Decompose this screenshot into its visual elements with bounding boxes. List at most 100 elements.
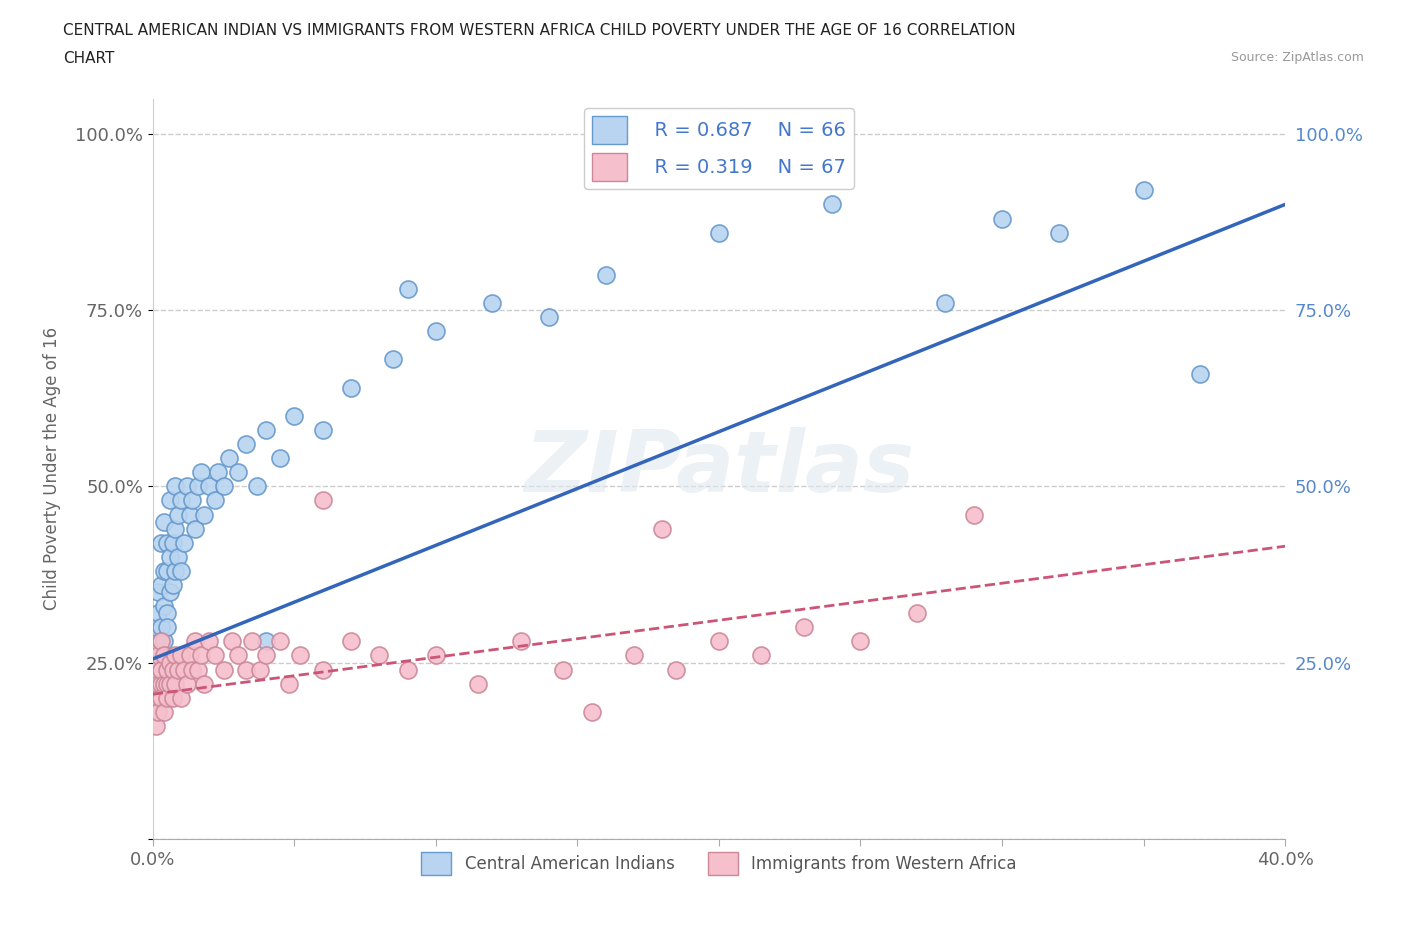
Point (538, 310, 561, 325)
Point (170, 648, 193, 663)
Point (509, 634, 531, 649)
Point (153, 704, 176, 719)
Point (246, 479, 269, 494)
Point (156, 662, 179, 677)
Point (165, 479, 187, 494)
Point (150, 634, 173, 649)
Point (368, 648, 391, 663)
Point (269, 451, 291, 466)
Point (179, 507, 201, 522)
Point (1132, 183, 1154, 198)
Point (159, 655, 181, 670)
Point (905, 605, 928, 620)
Point (156, 536, 179, 551)
Point (254, 634, 277, 649)
Point (849, 634, 872, 649)
Point (218, 451, 240, 466)
Point (153, 564, 176, 578)
Point (340, 634, 363, 649)
Point (204, 493, 226, 508)
Point (396, 662, 419, 677)
Point (167, 507, 190, 522)
Point (176, 676, 198, 691)
Point (311, 662, 333, 677)
Point (651, 521, 673, 536)
Point (153, 514, 176, 529)
Point (165, 521, 187, 536)
Point (311, 493, 333, 508)
Point (145, 719, 167, 734)
Point (1189, 366, 1212, 381)
Point (153, 599, 176, 614)
Point (148, 676, 170, 691)
Text: Source: ZipAtlas.com: Source: ZipAtlas.com (1230, 51, 1364, 64)
Point (167, 550, 190, 565)
Point (240, 634, 263, 649)
Point (467, 676, 489, 691)
Point (212, 662, 235, 677)
Point (148, 690, 170, 705)
Point (156, 605, 179, 620)
Point (162, 662, 184, 677)
Point (190, 465, 212, 480)
Text: CENTRAL AMERICAN INDIAN VS IMMIGRANTS FROM WESTERN AFRICA CHILD POVERTY UNDER TH: CENTRAL AMERICAN INDIAN VS IMMIGRANTS FR… (63, 23, 1017, 38)
Point (288, 648, 311, 663)
Point (145, 690, 167, 705)
Point (340, 380, 363, 395)
Point (396, 282, 419, 297)
Point (665, 662, 688, 677)
Point (181, 662, 204, 677)
Point (156, 619, 179, 634)
Point (176, 479, 198, 494)
Point (162, 578, 184, 592)
Point (173, 536, 195, 551)
Point (167, 662, 190, 677)
Point (193, 507, 215, 522)
Point (153, 676, 176, 691)
Point (382, 352, 405, 367)
Point (170, 493, 193, 508)
Point (156, 564, 179, 578)
Point (181, 493, 204, 508)
Point (221, 634, 243, 649)
Point (148, 641, 170, 656)
Point (165, 564, 187, 578)
Point (145, 662, 167, 677)
Point (235, 662, 257, 677)
Legend:   R = 0.687    N = 66,   R = 0.319    N = 67: R = 0.687 N = 66, R = 0.319 N = 67 (583, 109, 853, 189)
Point (707, 634, 730, 649)
Point (623, 648, 645, 663)
Point (204, 648, 226, 663)
Point (145, 704, 167, 719)
Point (162, 536, 184, 551)
Point (148, 585, 170, 600)
Point (150, 634, 173, 649)
Point (254, 422, 277, 437)
Point (184, 634, 207, 649)
Point (153, 648, 176, 663)
Point (212, 479, 235, 494)
Point (934, 296, 956, 311)
Point (751, 648, 773, 663)
Point (793, 619, 815, 634)
Point (226, 465, 249, 480)
Point (150, 676, 173, 691)
Point (595, 268, 617, 283)
Point (707, 225, 730, 240)
Point (481, 296, 503, 311)
Point (159, 493, 181, 508)
Point (145, 634, 167, 649)
Point (254, 648, 277, 663)
Point (187, 479, 209, 494)
Point (148, 648, 170, 663)
Point (283, 408, 305, 423)
Point (156, 676, 179, 691)
Point (190, 648, 212, 663)
Point (187, 662, 209, 677)
Point (581, 704, 603, 719)
Point (235, 436, 257, 451)
Point (184, 521, 207, 536)
Point (198, 634, 221, 649)
Point (963, 507, 986, 522)
Text: ZIPatlas: ZIPatlas (524, 427, 914, 511)
